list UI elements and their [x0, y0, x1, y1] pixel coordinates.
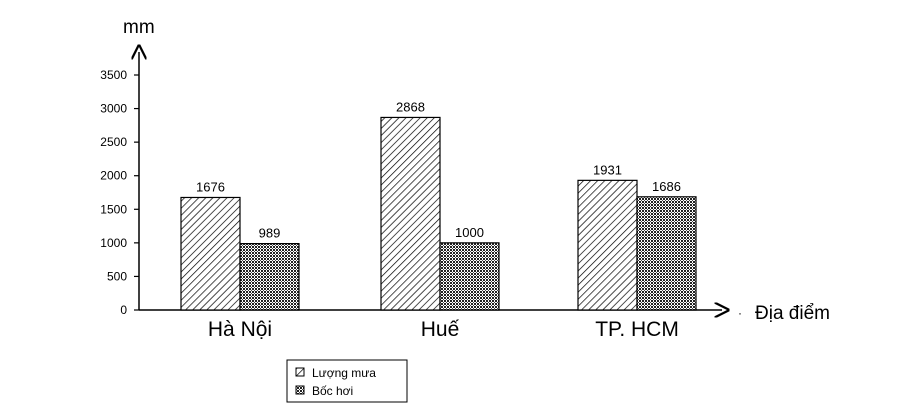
bar-evaporation: [439, 242, 500, 311]
y-tick-label: 1000: [100, 236, 127, 250]
legend: Lượng mưa Bốc hơi: [286, 359, 408, 403]
category-label: Huế: [421, 318, 460, 341]
legend-label-rainfall: Lượng mưa: [312, 366, 376, 380]
y-axis-label: mm: [123, 17, 155, 38]
data-label-evaporation: 989: [259, 226, 281, 241]
legend-swatch-evaporation: [295, 385, 305, 395]
data-label-rainfall: 1931: [593, 162, 622, 177]
legend-box: [286, 359, 408, 403]
y-tick-label: 0: [120, 303, 127, 317]
bar-rainfall: [577, 179, 638, 311]
y-tick-label: 2500: [100, 135, 127, 149]
bar-evaporation: [636, 196, 697, 311]
data-label-evaporation: 1000: [455, 225, 484, 240]
y-tick-label: 1500: [100, 202, 127, 216]
y-tick-label: 3500: [100, 68, 127, 82]
category-label: Hà Nội: [208, 318, 272, 341]
legend-swatch-rainfall: [295, 367, 305, 377]
y-tick-label: 2000: [100, 169, 127, 183]
y-axis-ticks: 0 500 1000 1500 2000 2500 3000 3500: [100, 68, 139, 317]
bar-rainfall: [380, 116, 441, 311]
data-label-rainfall: 1676: [196, 179, 225, 194]
x-axis-label-dot: ·: [738, 306, 742, 320]
y-tick-label: 500: [107, 269, 127, 283]
category-label: TP. HCM: [595, 318, 679, 341]
data-labels: 1676 989 2868 1000 1931 1686: [196, 99, 681, 240]
category-labels: Hà Nội Huế TP. HCM: [208, 318, 679, 341]
bar-evaporation: [239, 242, 300, 311]
legend-label-evaporation: Bốc hơi: [312, 384, 353, 398]
data-label-rainfall: 2868: [396, 99, 425, 114]
x-axis-label: Địa điểm: [755, 303, 830, 324]
bar-rainfall: [180, 196, 241, 311]
data-label-evaporation: 1686: [652, 179, 681, 194]
y-tick-label: 3000: [100, 102, 127, 116]
bars: [180, 116, 697, 311]
